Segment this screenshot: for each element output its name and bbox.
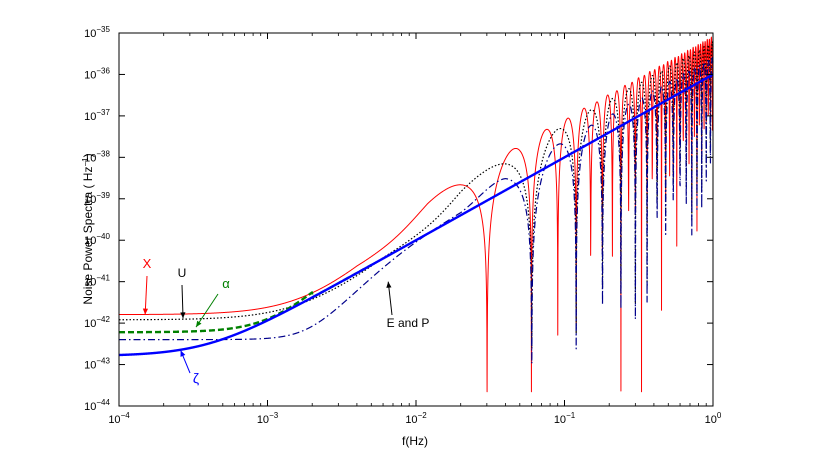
annotation-zeta-arrow-head bbox=[180, 350, 186, 357]
annotation-x-arrow-head bbox=[142, 308, 149, 315]
y-tick-label: 10−40 bbox=[84, 232, 110, 247]
y-axis-label-text: Noise Power Spectra ( Hz bbox=[81, 167, 95, 305]
x-axis-label: f(Hz) bbox=[402, 434, 428, 448]
series-line-e-and-p bbox=[118, 56, 714, 365]
x-tick-label: 100 bbox=[705, 411, 722, 426]
y-tick-label: 10−37 bbox=[84, 108, 110, 123]
annotation-alpha-arrow-line bbox=[195, 293, 219, 328]
annotations-layer: X Uα E and P ζ bbox=[143, 256, 430, 386]
annotation-e-and-p-arrow-head bbox=[386, 281, 392, 288]
annotation-x-arrow-line bbox=[144, 275, 148, 315]
x-tick-label: 10−1 bbox=[554, 411, 576, 426]
annotation-x: X bbox=[143, 256, 152, 271]
y-tick-label: 10−38 bbox=[84, 149, 110, 164]
y-axis-label-close: ) bbox=[81, 153, 95, 157]
series-line-zeta bbox=[118, 73, 714, 357]
y-tick-label: 10−35 bbox=[84, 25, 110, 40]
series-line-u bbox=[118, 41, 714, 349]
annotation-e-and-p: E and P bbox=[387, 316, 430, 330]
y-tick-label: 10−44 bbox=[84, 398, 110, 413]
y-axis-label: Noise Power Spectra ( Hz−1) bbox=[81, 153, 96, 304]
y-tick-label: 10−36 bbox=[84, 66, 110, 81]
x-tick-label: 10−4 bbox=[108, 411, 130, 426]
y-tick-label: 10−41 bbox=[84, 274, 110, 289]
annotation-alpha: α bbox=[222, 276, 230, 291]
x-tick-label: 10−2 bbox=[405, 411, 427, 426]
y-tick-label: 10−43 bbox=[84, 357, 110, 372]
annotation-u: U bbox=[178, 266, 187, 280]
y-axis-label-exponent: −1 bbox=[81, 157, 90, 167]
annotation-u-arrow-head bbox=[180, 312, 186, 319]
y-tick-label: 10−39 bbox=[84, 191, 110, 206]
x-tick-label: 10−3 bbox=[257, 411, 279, 426]
annotation-alpha-arrow-head bbox=[195, 320, 202, 328]
series-layer bbox=[118, 36, 714, 393]
annotation-zeta: ζ bbox=[193, 370, 199, 386]
y-tick-label: 10−42 bbox=[84, 315, 110, 330]
axes-layer: 10−4 10−3 10−2 10−1 100 10−44 10−43 10−42 10−41 1… bbox=[84, 25, 722, 426]
